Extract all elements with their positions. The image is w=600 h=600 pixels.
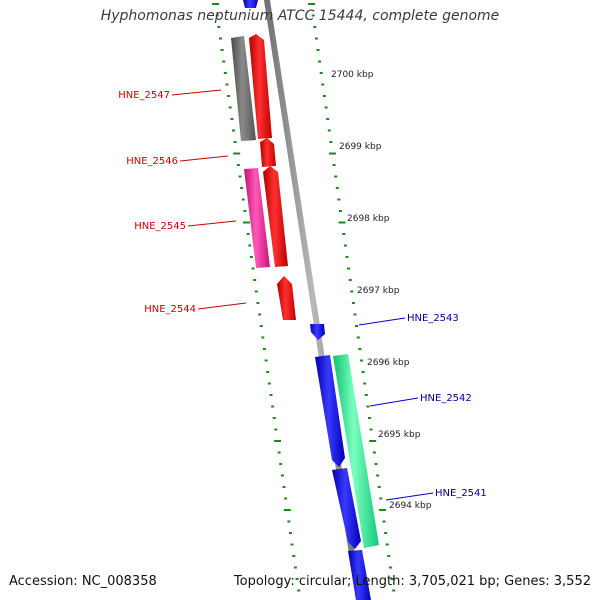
accession-text: Accession: NC_008358 xyxy=(9,574,157,589)
gene-arrow-hne-2543 xyxy=(310,324,325,340)
ruler-label-2697: 2697 kbp xyxy=(357,286,400,296)
feature-grey xyxy=(231,36,256,141)
ruler-label-2694: 2694 kbp xyxy=(389,501,432,511)
gene-label-hne-2541[interactable]: HNE_2541 xyxy=(435,488,487,499)
gene-label-hne-2544[interactable]: HNE_2544 xyxy=(144,304,196,315)
gene-arrow-hne-2545 xyxy=(263,166,288,267)
gene-arrow-hne-2544 xyxy=(277,276,296,320)
page-title: Hyphomonas neptunium ATCC 15444, complet… xyxy=(100,8,500,24)
leader-line-hne-2544 xyxy=(197,302,247,310)
ruler-label-2700: 2700 kbp xyxy=(331,70,374,80)
ruler-ticks xyxy=(212,3,396,592)
gene-label-hne-2543[interactable]: HNE_2543 xyxy=(407,313,459,324)
ruler-label-2698: 2698 kbp xyxy=(347,214,390,224)
gene-arrow-bottom-partial xyxy=(348,550,371,600)
gene-arrow-hne-2542 xyxy=(315,355,345,467)
genome-summary-text: Topology: circular; Length: 3,705,021 bp… xyxy=(233,574,591,589)
ruler-label-2695: 2695 kbp xyxy=(378,430,421,440)
gene-arrow-hne-2546 xyxy=(260,138,276,167)
leader-line-hne-2545 xyxy=(187,220,237,227)
feature-pink xyxy=(244,168,270,268)
feature-green xyxy=(333,354,379,548)
gene-arrow-hne-2541 xyxy=(332,468,361,549)
leader-line-hne-2547 xyxy=(171,89,222,96)
leader-line-hne-2542 xyxy=(369,397,419,407)
gene-label-hne-2545[interactable]: HNE_2545 xyxy=(134,221,186,232)
leader-line-hne-2546 xyxy=(179,155,229,162)
gene-arrow-top-partial xyxy=(243,0,258,8)
gene-label-hne-2546[interactable]: HNE_2546 xyxy=(126,156,178,167)
leader-line-hne-2541 xyxy=(385,492,434,501)
gene-label-hne-2542[interactable]: HNE_2542 xyxy=(420,393,472,404)
ruler-label-2696: 2696 kbp xyxy=(367,358,410,368)
gene-arrow-hne-2547 xyxy=(249,34,272,139)
gene-label-hne-2547[interactable]: HNE_2547 xyxy=(118,90,170,101)
ruler-label-2699: 2699 kbp xyxy=(339,142,382,152)
leader-line-hne-2543 xyxy=(358,317,406,326)
